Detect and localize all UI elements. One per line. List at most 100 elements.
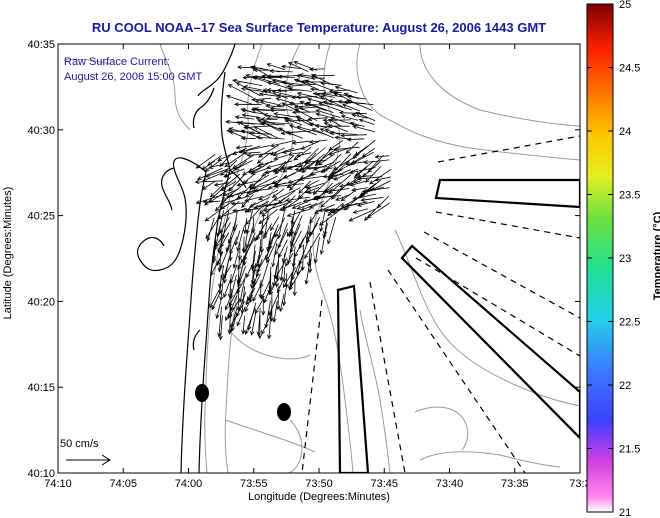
current-vector bbox=[274, 183, 304, 187]
current-vector bbox=[322, 93, 344, 98]
current-vector-head bbox=[269, 68, 274, 74]
current-vector bbox=[277, 285, 280, 310]
current-vector bbox=[220, 232, 230, 248]
current-vector bbox=[312, 128, 335, 139]
current-vector-head bbox=[259, 99, 265, 104]
current-vector-head bbox=[295, 115, 301, 120]
current-vector bbox=[209, 187, 233, 203]
current-vector bbox=[205, 160, 221, 172]
y-tick-label: 40:30 bbox=[27, 125, 55, 137]
current-vector-head bbox=[217, 267, 222, 273]
current-vector-head bbox=[294, 108, 300, 113]
current-vector bbox=[220, 180, 237, 191]
current-vector-head bbox=[322, 100, 328, 105]
current-vector-head bbox=[302, 198, 308, 203]
current-vector bbox=[258, 307, 261, 336]
current-vector bbox=[310, 167, 333, 175]
current-vector bbox=[260, 215, 265, 235]
current-vector bbox=[314, 237, 320, 263]
current-vector-head bbox=[352, 209, 358, 214]
current-vector-head bbox=[311, 128, 317, 133]
current-vector bbox=[304, 232, 321, 259]
current-vector bbox=[280, 253, 286, 281]
current-vector bbox=[347, 99, 373, 111]
blob-west bbox=[195, 384, 209, 402]
current-vector-head bbox=[236, 182, 242, 187]
current-vector bbox=[314, 195, 342, 199]
current-vector-head bbox=[202, 199, 208, 204]
current-vector-head bbox=[282, 301, 287, 307]
current-vector bbox=[285, 196, 311, 201]
current-vector bbox=[299, 238, 310, 265]
current-vector-head bbox=[345, 161, 351, 166]
current-vector-head bbox=[228, 127, 234, 132]
current-vector-head bbox=[230, 326, 235, 332]
current-vector bbox=[248, 174, 270, 188]
current-vector-head bbox=[232, 263, 237, 269]
current-vector bbox=[318, 153, 336, 166]
current-vector bbox=[232, 208, 261, 212]
current-vector bbox=[235, 230, 241, 246]
current-vector bbox=[307, 98, 333, 106]
current-vector bbox=[248, 165, 265, 174]
current-vector-head bbox=[286, 84, 292, 89]
current-vector-head bbox=[242, 151, 248, 156]
current-vector-head bbox=[284, 197, 290, 203]
current-vector bbox=[263, 285, 272, 303]
current-vector-head bbox=[241, 248, 246, 254]
current-vector bbox=[353, 166, 368, 179]
current-vector-head bbox=[245, 300, 250, 306]
current-vector bbox=[284, 118, 302, 126]
current-vector bbox=[357, 176, 383, 180]
current-vector-head bbox=[271, 193, 277, 198]
current-vector-head bbox=[241, 113, 247, 118]
current-vector bbox=[341, 134, 368, 136]
current-vector-head bbox=[204, 217, 210, 222]
current-vector-head bbox=[319, 250, 324, 256]
current-vector bbox=[320, 128, 334, 136]
current-vector-head bbox=[313, 209, 319, 214]
current-vector bbox=[283, 288, 287, 306]
current-vector-head bbox=[306, 97, 312, 102]
current-vector bbox=[352, 114, 368, 119]
current-vector-head bbox=[280, 165, 286, 170]
current-vector-head bbox=[314, 123, 320, 128]
current-vector bbox=[269, 281, 277, 295]
current-vector-head bbox=[278, 206, 284, 211]
current-vector-head bbox=[266, 116, 272, 121]
dashed-boundaries bbox=[301, 135, 580, 473]
current-vector bbox=[282, 147, 303, 154]
current-vector bbox=[251, 167, 269, 175]
current-vector bbox=[261, 76, 286, 83]
current-vector bbox=[354, 145, 369, 156]
current-vector bbox=[229, 274, 232, 298]
current-vector bbox=[266, 160, 293, 169]
current-vector bbox=[270, 216, 280, 231]
current-vector bbox=[277, 190, 296, 204]
current-vector-head bbox=[307, 231, 312, 237]
current-vector-head bbox=[246, 153, 252, 158]
current-vector-head bbox=[215, 314, 220, 320]
current-vector-head bbox=[327, 99, 333, 104]
current-vector-head bbox=[355, 171, 360, 177]
current-vector bbox=[299, 147, 319, 168]
current-vector-head bbox=[281, 80, 287, 85]
current-vector-head bbox=[287, 152, 293, 157]
current-vector bbox=[352, 125, 376, 133]
x-tick-label: 74:05 bbox=[109, 478, 137, 490]
y-axis-ticks: 40:35 40:30 40:25 40:20 40:15 40:10 bbox=[27, 39, 580, 480]
current-vector-head bbox=[267, 289, 272, 295]
current-vector bbox=[304, 159, 327, 163]
current-vector-head bbox=[226, 128, 232, 133]
scale-arrow bbox=[66, 454, 111, 466]
current-vector bbox=[258, 189, 279, 201]
current-vector bbox=[239, 122, 264, 125]
current-vector-head bbox=[242, 171, 247, 176]
x-tick-label: 73:55 bbox=[240, 478, 268, 490]
current-vector bbox=[308, 117, 328, 120]
current-vector bbox=[242, 109, 264, 115]
current-vector bbox=[273, 154, 289, 160]
current-vector-head bbox=[328, 88, 334, 94]
current-vector bbox=[299, 230, 309, 249]
colorbar-label: Temperature (°C) bbox=[652, 211, 660, 301]
